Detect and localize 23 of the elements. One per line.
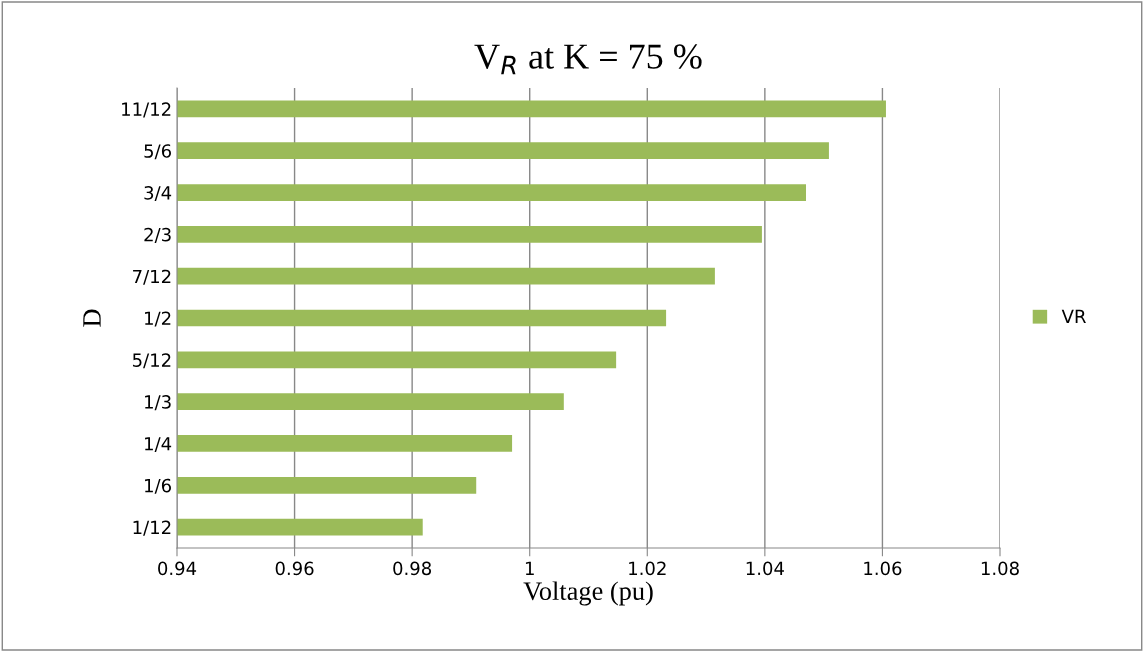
- x-tick-label: 1: [525, 561, 534, 575]
- y-tick-label: 1/12: [133, 520, 171, 536]
- y-tick-label: 5/6: [144, 144, 171, 160]
- legend-label: VR: [1061, 309, 1086, 323]
- y-tick-label: 1/4: [145, 437, 172, 452]
- y-tick-label: 11/12: [122, 102, 171, 118]
- x-tick-label: 0.98: [393, 561, 432, 576]
- y-axis-title: D: [83, 309, 101, 327]
- y-tick-label: 5/12: [132, 353, 171, 369]
- y-tick-label: 1/3: [145, 395, 171, 411]
- x-tick-label: 1.02: [629, 561, 666, 576]
- x-tick-label: 0.94: [158, 561, 197, 576]
- x-tick-label: 0.96: [275, 561, 314, 576]
- y-tick-label: 3/4: [144, 186, 172, 202]
- y-tick-label: 2/3: [144, 227, 171, 243]
- x-tick-label: 1.04: [746, 561, 784, 576]
- y-tick-label: 1/6: [145, 478, 171, 494]
- x-axis-title: Voltage (pu): [523, 581, 653, 606]
- y-tick-label: 1/2: [145, 311, 171, 327]
- chart-title: V$_{R}$ at K = 75 %: [474, 44, 702, 75]
- x-tick-label: 1.08: [981, 561, 1019, 576]
- y-tick-label: 7/12: [133, 269, 171, 285]
- x-tick-label: 1.06: [864, 561, 902, 576]
